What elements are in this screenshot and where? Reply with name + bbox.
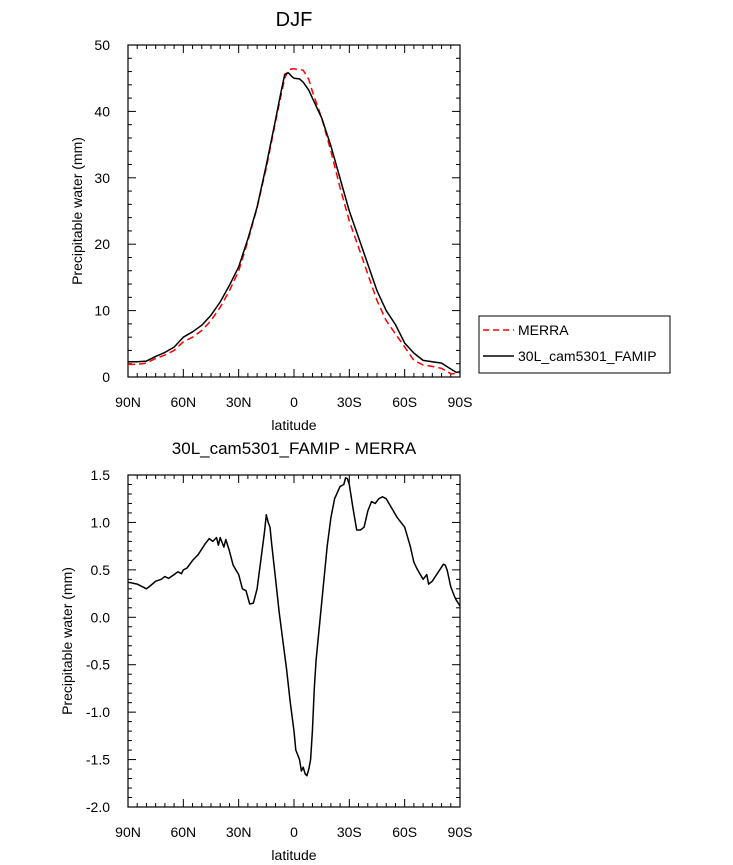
y-tick-label: 40 bbox=[94, 103, 110, 119]
y-tick-label: 0.5 bbox=[91, 562, 111, 578]
legend: MERRA 30L_cam5301_FAMIP bbox=[478, 315, 671, 374]
bottom-series-layer bbox=[127, 477, 461, 777]
y-tick-label: 30 bbox=[94, 170, 110, 186]
y-tick-label: 10 bbox=[94, 303, 110, 319]
legend-box bbox=[478, 315, 671, 374]
top-panel-precipitable-water: DJF 90N 60N 30N 0 30S 60S 90S 0 10 20 30 40 50 latit… bbox=[69, 9, 472, 433]
y-tick-label: -0.5 bbox=[86, 657, 110, 673]
y-tick-label: -2.0 bbox=[86, 799, 110, 815]
x-tick-label: 30N bbox=[226, 394, 252, 410]
x-tick-label: 0 bbox=[290, 394, 298, 410]
bottom-tick-layer: 90N 60N 30N 0 30S 60S 90S -2.0 -1.5 -1.0 -0.5 0.0 0.… bbox=[86, 467, 473, 840]
y-tick-label: -1.5 bbox=[86, 752, 110, 768]
top-x-axis-label: latitude bbox=[271, 417, 316, 433]
x-tick-label: 90N bbox=[115, 824, 141, 840]
x-tick-label: 30S bbox=[337, 824, 362, 840]
top-tick-layer: 90N 60N 30N 0 30S 60S 90S 0 10 20 30 40 50 bbox=[94, 37, 472, 410]
y-tick-label: 0 bbox=[102, 369, 110, 385]
bottom-plot-frame bbox=[127, 474, 461, 808]
x-tick-label: 30S bbox=[337, 394, 362, 410]
x-tick-label: 90S bbox=[448, 394, 473, 410]
top-y-axis-label: Precipitable water (mm) bbox=[69, 137, 85, 285]
x-tick-label: 30N bbox=[226, 824, 252, 840]
y-tick-label: -1.0 bbox=[86, 704, 110, 720]
y-tick-label: 0.0 bbox=[91, 609, 111, 625]
top-plot-frame bbox=[127, 44, 461, 378]
bottom-y-axis-label: Precipitable water (mm) bbox=[59, 567, 75, 715]
30l-cam5301-famip-series-line bbox=[128, 72, 461, 374]
bottom-chart-title: 30L_cam5301_FAMIP - MERRA bbox=[172, 439, 417, 458]
x-tick-label: 90S bbox=[448, 824, 473, 840]
x-tick-label: 90N bbox=[115, 394, 141, 410]
x-tick-label: 60N bbox=[170, 394, 196, 410]
x-tick-label: 60S bbox=[392, 824, 417, 840]
top-series-layer bbox=[128, 68, 461, 375]
legend-label-merra: MERRA bbox=[518, 322, 569, 338]
x-tick-label: 0 bbox=[290, 824, 298, 840]
merra-series-line bbox=[128, 68, 461, 375]
bottom-x-axis-label: latitude bbox=[271, 847, 316, 863]
x-tick-label: 60N bbox=[170, 824, 196, 840]
y-tick-label: 1.0 bbox=[91, 514, 111, 530]
y-tick-label: 50 bbox=[94, 37, 110, 53]
x-tick-label: 60S bbox=[392, 394, 417, 410]
y-tick-label: 20 bbox=[94, 236, 110, 252]
difference-series-line bbox=[127, 477, 461, 777]
top-chart-title: DJF bbox=[276, 9, 313, 31]
legend-label-model: 30L_cam5301_FAMIP bbox=[518, 348, 657, 364]
y-tick-label: 1.5 bbox=[91, 467, 111, 483]
bottom-panel-difference: 30L_cam5301_FAMIP - MERRA 90N 60N 30N 0 30S 6… bbox=[59, 439, 472, 863]
